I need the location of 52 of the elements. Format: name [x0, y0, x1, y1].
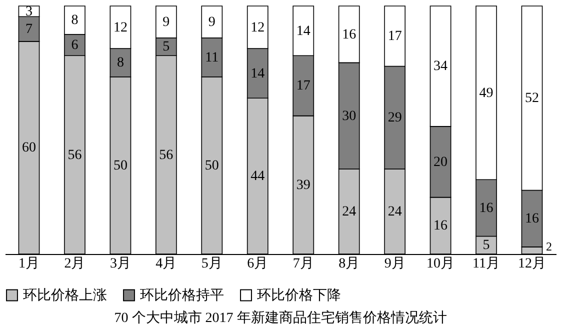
data-label: 24 — [388, 204, 402, 220]
data-label: 56 — [68, 148, 82, 163]
x-tick-label: 5月 — [201, 256, 222, 272]
data-label: 16 — [434, 218, 448, 234]
data-label: 11 — [205, 50, 219, 66]
data-label: 56 — [159, 148, 174, 163]
data-label: 16 — [342, 27, 356, 42]
data-label: 20 — [434, 154, 448, 170]
data-label: 12 — [113, 20, 128, 36]
x-tick-label: 2月 — [64, 256, 86, 272]
x-tick-label: 3月 — [110, 256, 131, 272]
x-tick-label: 4月 — [156, 256, 177, 272]
data-label: 17 — [296, 78, 310, 94]
data-label: 5 — [482, 238, 490, 254]
data-label: 5 — [162, 40, 170, 55]
data-label: 6 — [71, 38, 78, 53]
data-label: 12 — [250, 20, 265, 36]
data-label: 52 — [524, 91, 539, 106]
data-label: 34 — [434, 59, 448, 74]
data-label: 29 — [388, 110, 402, 126]
data-label: 2 — [546, 239, 552, 254]
data-label: 3 — [26, 4, 33, 20]
data-label: 14 — [250, 66, 265, 82]
data-label: 60 — [22, 140, 36, 156]
legend-label: 环比价格上涨 — [23, 287, 107, 304]
text: 70 个大中城市 2017 年新建商品住宅销售价格情况统计 — [114, 310, 447, 326]
data-label: 8 — [71, 13, 78, 28]
data-label: 50 — [113, 158, 128, 174]
x-tick-label: 6月 — [247, 256, 268, 272]
data-label: 8 — [116, 56, 124, 71]
data-label: 44 — [250, 169, 265, 184]
x-tick-label: 10月 — [426, 256, 455, 272]
data-label: 30 — [342, 108, 356, 124]
data-label: 9 — [162, 14, 170, 30]
legend-label: 环比价格下降 — [257, 287, 341, 304]
x-tick-label: 11月 — [472, 256, 500, 272]
x-tick-label: 7月 — [292, 256, 314, 272]
x-tick-label: 12月 — [518, 256, 546, 272]
data-label: 49 — [479, 86, 494, 101]
data-label: 9 — [208, 14, 216, 30]
data-label: 14 — [296, 24, 310, 39]
data-label: 17 — [388, 29, 402, 44]
x-tick-label: 1月 — [18, 256, 40, 272]
x-tick-label: 9月 — [384, 256, 406, 272]
data-label: 39 — [296, 178, 310, 193]
data-label: 24 — [342, 204, 356, 220]
data-label: 16 — [524, 212, 539, 227]
data-label: 7 — [26, 22, 33, 38]
x-tick-label: 8月 — [338, 256, 360, 272]
data-label: 50 — [204, 158, 219, 174]
data-label: 16 — [479, 200, 494, 216]
legend-label: 环比价格持平 — [140, 287, 224, 304]
